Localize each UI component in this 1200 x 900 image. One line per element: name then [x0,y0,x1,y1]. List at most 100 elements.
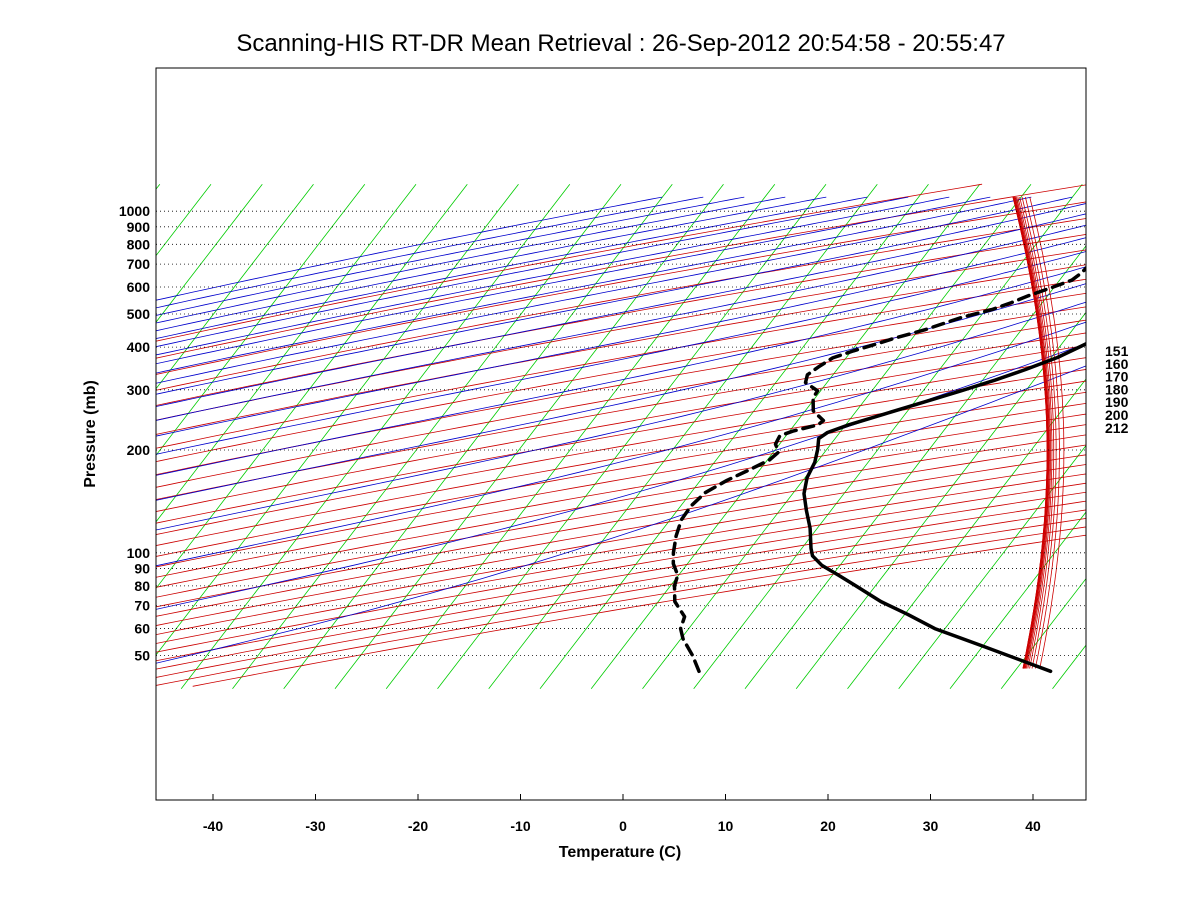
isotherm-line [232,183,622,689]
dry-adiabat-line [156,345,1086,512]
temperature-profile-line [802,341,1086,674]
side-label: 212 [1105,420,1129,436]
y-tick-label: 100 [127,545,151,561]
mixing-ratio-curve [1025,197,1060,669]
y-tick-label: 80 [134,578,150,594]
x-tick-label: -20 [408,818,428,834]
moist-adiabat-line [156,196,868,339]
dry-adiabat-line [156,526,1086,686]
mixing-ratio-curve [1016,197,1051,669]
dry-adiabat-line [156,482,1086,644]
moist-adiabat-line [156,321,1086,567]
side-label: 151 [1105,343,1129,359]
mixing-ratio-curve [1015,197,1050,669]
moist-adiabat-line [156,196,745,316]
y-tick-label: 70 [134,598,150,614]
dry-adiabat-line [156,509,1086,670]
x-tick-label: -30 [305,818,325,834]
dry-adiabat-line [156,391,1086,557]
dry-adiabat-line [156,454,1086,617]
moist-adiabat-line [156,266,1086,476]
dry-adiabat-line [156,500,1086,662]
dry-adiabat-line [156,332,1086,500]
dry-adiabat-line [156,357,1086,524]
isotherm-line [156,183,417,523]
isotherm-line [156,183,314,390]
x-axis-label: Temperature (C) [559,844,681,861]
dry-adiabat-line [156,234,1086,406]
dry-adiabat-line [156,518,1086,678]
side-label: 160 [1105,356,1129,372]
moist-adiabat-line [156,365,1086,664]
y-tick-label: 600 [127,279,151,295]
isotherm-line [795,311,1086,689]
mixing-ratio-curve [1017,196,1053,669]
isotherm-line [156,183,366,456]
dry-adiabat-line [156,424,1086,588]
isotherm-line [898,444,1086,689]
isotherm-line [693,183,1083,689]
data-series [671,265,1086,674]
x-tick-label: 10 [718,818,734,834]
moist-adiabat-line [156,196,704,309]
moist-adiabat-line [156,237,1086,437]
moist-adiabat-line [156,196,1032,374]
isotherm-line [385,183,776,689]
x-tick-label: 0 [619,818,627,834]
y-tick-label: 300 [127,382,151,398]
dry-adiabat-line [156,491,1086,653]
y-tick-label: 1000 [119,203,150,219]
y-tick-label: 900 [127,219,151,235]
moist-adiabat-line [156,196,663,301]
chart-title: Scanning-HIS RT-DR Mean Retrieval : 26-S… [236,30,1005,57]
dry-adiabat-line [156,278,1086,449]
dry-adiabat-line [156,402,1086,568]
x-tick-label: -40 [203,818,223,834]
mixing-ratio-curve [1021,197,1057,669]
dry-adiabat-line [192,534,1086,687]
y-tick-label: 200 [127,442,151,458]
dry-adiabat-line [156,464,1086,626]
x-axis-ticks: -40 -30 -20 -10 0 10 20 30 40 [203,794,1041,834]
side-label: 190 [1105,394,1129,410]
y-axis-label: Pressure (mb) [82,380,99,488]
moist-adiabat-line [156,203,1086,395]
background-lines [156,183,1086,689]
y-tick-label: 500 [127,306,151,322]
y-tick-label: 700 [127,256,151,272]
isotherm-line [156,183,263,323]
isotherm-line [590,183,981,689]
mixing-ratio-curve [1019,196,1055,669]
isotherm-line [847,378,1086,689]
dry-adiabat-line [156,264,1086,435]
x-tick-label: -10 [510,818,530,834]
dry-adiabat-line [156,218,1086,391]
dry-adiabat-line [156,434,1086,598]
moist-adiabat-line [156,283,1086,501]
moist-adiabat-line [156,196,991,365]
dry-adiabat-line [156,473,1086,636]
plot-frame [155,67,1087,801]
isotherm-line [949,511,1086,689]
y-tick-label: 60 [134,621,150,637]
moist-adiabat-line [156,196,827,332]
dry-adiabat-line [156,413,1086,578]
side-label: 180 [1105,381,1129,397]
dry-adiabat-line [156,380,1086,546]
isotherm-line [180,183,571,689]
dry-adiabat-line [156,369,1086,535]
moist-adiabat-line [156,196,950,356]
dry-adiabat-line [156,184,1086,359]
x-tick-label: 40 [1025,818,1041,834]
dry-adiabat-line [156,292,1086,463]
moist-adiabat-line [156,301,1086,531]
moist-adiabat-line [156,196,786,324]
isotherm-line [334,183,724,689]
dry-adiabat-line [156,183,983,342]
moist-adiabat-line [156,224,1086,421]
y-tick-label: 50 [134,648,150,664]
side-label: 170 [1105,369,1129,385]
